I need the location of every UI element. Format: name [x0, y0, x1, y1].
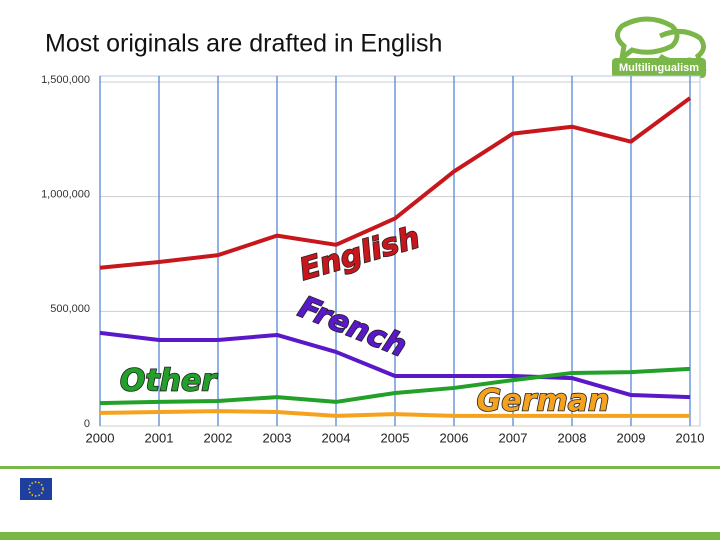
x-tick-label: 2003	[263, 430, 292, 445]
x-tick-label: 2007	[499, 430, 528, 445]
series-line	[99, 366, 691, 406]
x-tick-label: 2010	[676, 430, 705, 445]
y-tick-label: 500,000	[50, 303, 90, 315]
footer-band	[0, 532, 720, 540]
series-line	[99, 330, 691, 400]
series-line	[99, 96, 692, 270]
plot: 0 500,000 1,000,000 1,500,000 2000 2001 2002 20…	[41, 74, 704, 446]
x-tick-label: 2005	[381, 430, 410, 445]
series-label: Other	[120, 364, 219, 399]
footer-rule	[0, 466, 720, 469]
eu-flag	[20, 478, 52, 500]
x-tick-label: 2004	[322, 430, 351, 445]
x-tick-label: 2000	[86, 430, 115, 445]
y-tick-label: 1,500,000	[41, 74, 90, 86]
x-tick-label: 2001	[145, 430, 174, 445]
y-tick-label: 0	[84, 418, 90, 430]
series-label: German	[477, 384, 610, 419]
logo-text: Multilingualism	[619, 62, 699, 74]
x-tick-label: 2006	[440, 430, 469, 445]
logo: Multilingualism	[612, 16, 707, 78]
x-tick-label: 2009	[617, 430, 646, 445]
y-tick-label: 1,000,000	[41, 189, 90, 201]
series-line	[99, 409, 690, 418]
x-tick-label: 2008	[558, 430, 587, 445]
x-tick-label: 2002	[204, 430, 233, 445]
chart-title: Most originals are drafted in English	[45, 30, 442, 58]
